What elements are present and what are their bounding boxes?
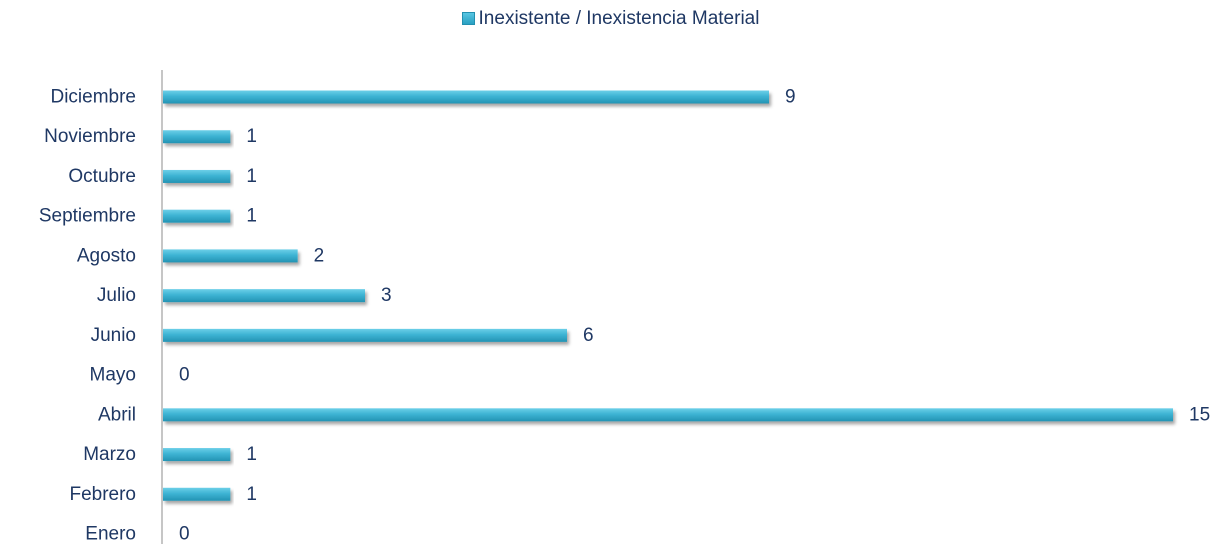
data-label: 15 bbox=[1189, 404, 1210, 425]
bar bbox=[163, 90, 769, 104]
category-label: Diciembre bbox=[50, 87, 136, 108]
bar bbox=[163, 487, 231, 501]
data-label: 1 bbox=[246, 484, 257, 505]
data-label: 1 bbox=[246, 206, 257, 227]
bar bbox=[163, 169, 231, 183]
category-label: Enero bbox=[85, 524, 136, 544]
category-label: Julio bbox=[97, 285, 136, 306]
bar bbox=[163, 130, 231, 144]
legend-label: Inexistente / Inexistencia Material bbox=[478, 8, 760, 29]
data-label: 1 bbox=[246, 166, 257, 187]
category-label: Agosto bbox=[77, 245, 136, 266]
category-label: Junio bbox=[91, 325, 136, 346]
data-label: 1 bbox=[246, 444, 257, 465]
data-label: 3 bbox=[381, 285, 392, 306]
category-label: Noviembre bbox=[44, 126, 136, 147]
legend: Inexistente / Inexistencia Material bbox=[0, 8, 1221, 30]
data-label: 1 bbox=[246, 126, 257, 147]
data-label: 9 bbox=[785, 87, 796, 108]
data-label: 0 bbox=[179, 365, 190, 386]
legend-swatch bbox=[461, 12, 475, 25]
bar bbox=[163, 209, 231, 223]
category-label: Mayo bbox=[90, 365, 136, 386]
bar bbox=[163, 289, 365, 303]
category-label: Abril bbox=[98, 404, 136, 425]
data-label: 6 bbox=[583, 325, 594, 346]
data-label: 2 bbox=[314, 245, 325, 266]
data-label: 0 bbox=[179, 524, 190, 544]
bar bbox=[163, 249, 298, 263]
category-label: Febrero bbox=[69, 484, 136, 505]
bar bbox=[163, 448, 231, 462]
category-label: Octubre bbox=[68, 166, 136, 187]
category-label: Marzo bbox=[83, 444, 136, 465]
category-label: Septiembre bbox=[39, 206, 136, 227]
bar bbox=[163, 408, 1173, 422]
bar bbox=[163, 328, 567, 342]
